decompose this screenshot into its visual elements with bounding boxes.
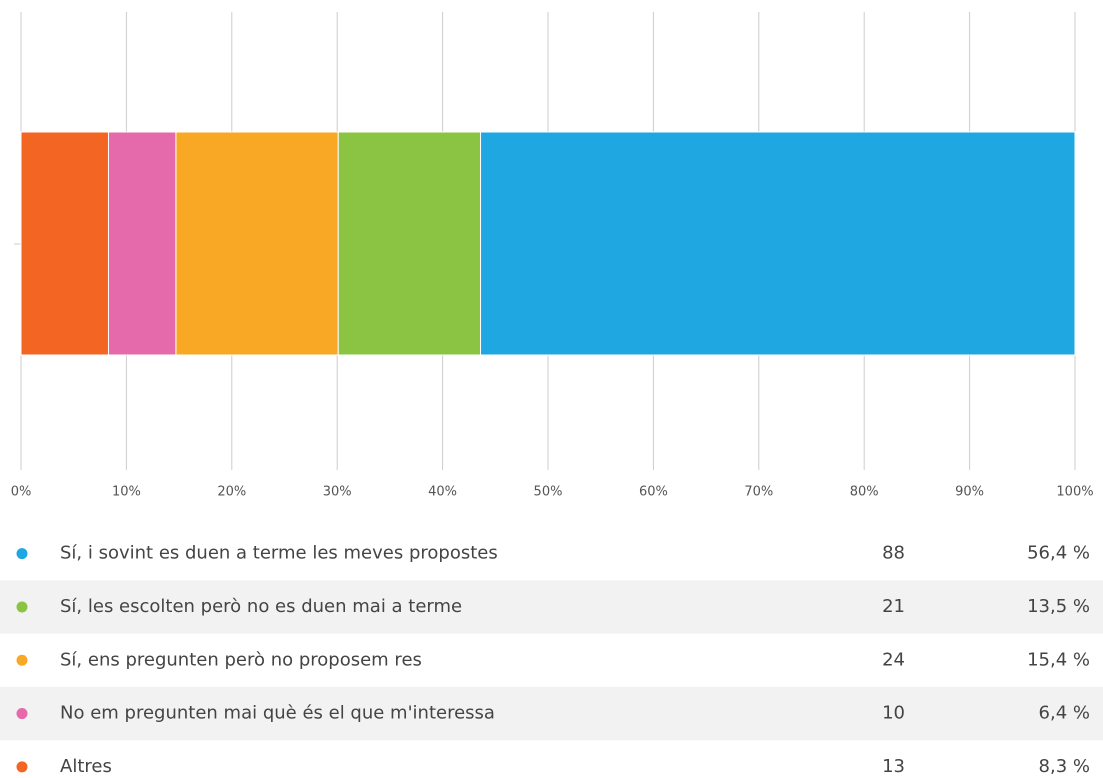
x-tick-label: 0% — [11, 485, 32, 500]
legend-marker — [16, 601, 28, 613]
count: 24 — [882, 649, 905, 670]
x-tick-label: 70% — [744, 485, 773, 500]
count: 88 — [882, 543, 905, 564]
percent-label: 56,4 % — [1027, 543, 1090, 564]
legend-label: Sí, les escolten però no es duen mai a t… — [60, 596, 462, 617]
percent-label: 13,5 % — [1027, 596, 1090, 617]
legend-marker — [16, 761, 28, 773]
x-tick-label: 50% — [534, 485, 563, 500]
percent-label: 6,4 % — [1039, 703, 1090, 724]
x-tick-label: 30% — [323, 485, 352, 500]
count: 10 — [882, 703, 905, 724]
x-tick-label: 40% — [428, 485, 457, 500]
row-background — [0, 686, 1103, 741]
bar-segment — [20, 131, 109, 356]
legend-label: Sí, i sovint es duen a terme les meves p… — [60, 543, 498, 564]
count: 21 — [882, 596, 905, 617]
legend-marker — [16, 548, 28, 560]
x-tick-label: 20% — [217, 485, 246, 500]
bar-segment — [175, 131, 339, 356]
legend-label: Altres — [60, 756, 112, 777]
x-tick-label: 100% — [1056, 485, 1093, 500]
legend-label: Sí, ens pregunten però no proposem res — [60, 649, 422, 670]
legend-marker — [16, 708, 28, 720]
count: 13 — [882, 756, 905, 777]
legend-label: No em pregunten mai què és el que m'inte… — [60, 703, 495, 724]
bar-segment — [337, 131, 482, 356]
percent-label: 8,3 % — [1039, 756, 1090, 777]
row-background — [0, 580, 1103, 634]
x-tick-label: 90% — [955, 485, 984, 500]
bar-segment — [480, 131, 1076, 356]
bar-segment — [107, 131, 177, 356]
x-tick-label: 60% — [639, 485, 668, 500]
x-tick-label: 80% — [850, 485, 879, 500]
x-tick-label: 10% — [112, 485, 141, 500]
percent-label: 15,4 % — [1027, 649, 1090, 670]
legend-marker — [16, 654, 28, 666]
